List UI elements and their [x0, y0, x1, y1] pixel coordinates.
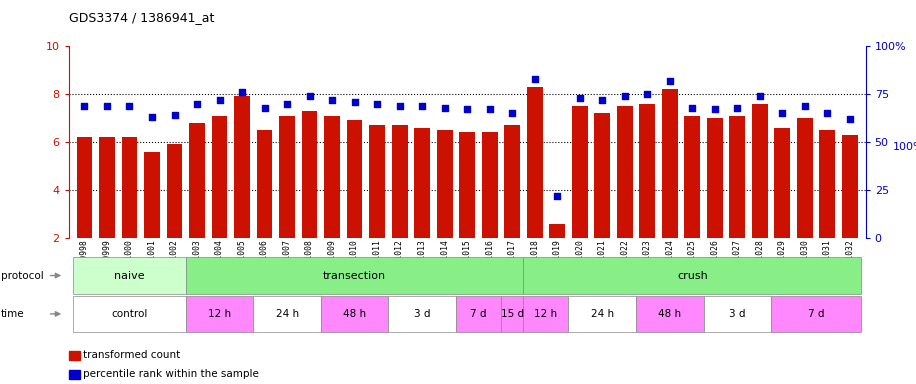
Bar	[707, 118, 723, 238]
Bar	[684, 116, 700, 238]
Bar	[77, 137, 93, 238]
Text: 3 d: 3 d	[729, 309, 746, 319]
Text: GDS3374 / 1386941_at: GDS3374 / 1386941_at	[69, 12, 214, 25]
Point	[798, 103, 812, 109]
Bar	[369, 125, 385, 238]
Point	[662, 78, 677, 84]
Point	[505, 110, 519, 116]
Bar	[774, 127, 791, 238]
Point	[843, 116, 857, 122]
Text: 12 h: 12 h	[208, 309, 231, 319]
Point	[730, 104, 745, 111]
Bar	[616, 106, 633, 238]
Text: transection: transection	[323, 270, 387, 281]
Point	[77, 103, 92, 109]
Bar	[797, 118, 812, 238]
Point	[370, 101, 385, 107]
Bar	[594, 113, 610, 238]
Point	[168, 112, 182, 118]
Point	[145, 114, 159, 120]
Point	[820, 110, 834, 116]
Bar	[729, 116, 746, 238]
Text: naive: naive	[114, 270, 145, 281]
Text: 7 d: 7 d	[470, 309, 486, 319]
Bar	[572, 106, 587, 238]
Bar	[392, 125, 408, 238]
Bar	[99, 137, 114, 238]
Text: 3 d: 3 d	[414, 309, 431, 319]
Point	[347, 99, 362, 105]
Bar	[820, 130, 835, 238]
Bar	[189, 123, 205, 238]
Text: 48 h: 48 h	[343, 309, 366, 319]
Point	[640, 91, 655, 97]
Point	[752, 93, 767, 99]
Point	[257, 104, 272, 111]
Text: crush: crush	[677, 270, 708, 281]
Bar	[256, 130, 272, 238]
Bar	[347, 121, 363, 238]
Bar	[482, 132, 497, 238]
Point	[775, 110, 790, 116]
Text: control: control	[112, 309, 147, 319]
Text: 24 h: 24 h	[591, 309, 614, 319]
Bar	[301, 111, 318, 238]
Text: time: time	[1, 309, 25, 319]
Point	[572, 95, 587, 101]
Point	[325, 97, 340, 103]
Bar	[144, 152, 160, 238]
Point	[279, 101, 294, 107]
Point	[460, 106, 474, 113]
Y-axis label: 100%: 100%	[893, 142, 916, 152]
Point	[302, 93, 317, 99]
Bar	[505, 125, 520, 238]
Bar	[437, 130, 453, 238]
Point	[483, 106, 497, 113]
Point	[685, 104, 700, 111]
Bar	[662, 89, 678, 238]
Text: 7 d: 7 d	[808, 309, 824, 319]
Point	[100, 103, 114, 109]
Point	[707, 106, 722, 113]
Bar	[212, 116, 227, 238]
Bar	[167, 144, 182, 238]
Bar	[324, 116, 340, 238]
Point	[190, 101, 204, 107]
Bar	[122, 137, 137, 238]
Point	[122, 103, 136, 109]
Bar	[234, 96, 250, 238]
Text: 12 h: 12 h	[534, 309, 558, 319]
Bar	[527, 87, 542, 238]
Point	[392, 103, 407, 109]
Text: protocol: protocol	[1, 270, 44, 281]
Point	[617, 93, 632, 99]
Point	[234, 89, 249, 95]
Bar	[639, 104, 655, 238]
Bar	[842, 135, 857, 238]
Bar	[414, 127, 430, 238]
Point	[437, 104, 452, 111]
Bar	[550, 223, 565, 238]
Text: percentile rank within the sample: percentile rank within the sample	[83, 369, 259, 379]
Point	[415, 103, 430, 109]
Text: 15 d: 15 d	[501, 309, 524, 319]
Point	[213, 97, 227, 103]
Text: 24 h: 24 h	[276, 309, 299, 319]
Bar	[752, 104, 768, 238]
Bar	[279, 116, 295, 238]
Text: 48 h: 48 h	[659, 309, 682, 319]
Point	[594, 97, 609, 103]
Text: transformed count: transformed count	[83, 350, 180, 360]
Bar	[459, 132, 475, 238]
Point	[528, 76, 542, 82]
Point	[550, 193, 564, 199]
